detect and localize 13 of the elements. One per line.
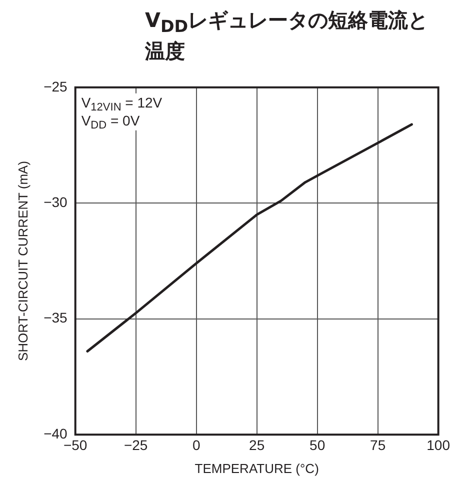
x-axis-title: TEMPERATURE (°C) (194, 460, 319, 476)
y-tick-label: −40 (44, 425, 68, 442)
x-tick-label: 50 (310, 436, 326, 453)
y-tick-label: −35 (44, 310, 68, 326)
x-tick-label: 100 (426, 436, 450, 453)
chart-title: V$_{DD}$レギュレータの短絡電流と温度 (144, 8, 430, 63)
y-tick-label: −25 (44, 78, 68, 94)
x-tick-label: 75 (370, 436, 386, 453)
y-tick-label: −30 (44, 194, 68, 210)
x-tick-label: −25 (124, 436, 148, 453)
x-tick-label: 0 (192, 436, 200, 453)
y-axis-title: SHORT-CIRCUIT CURRENT (mA) (15, 160, 30, 362)
x-tick-label: 25 (249, 436, 265, 453)
